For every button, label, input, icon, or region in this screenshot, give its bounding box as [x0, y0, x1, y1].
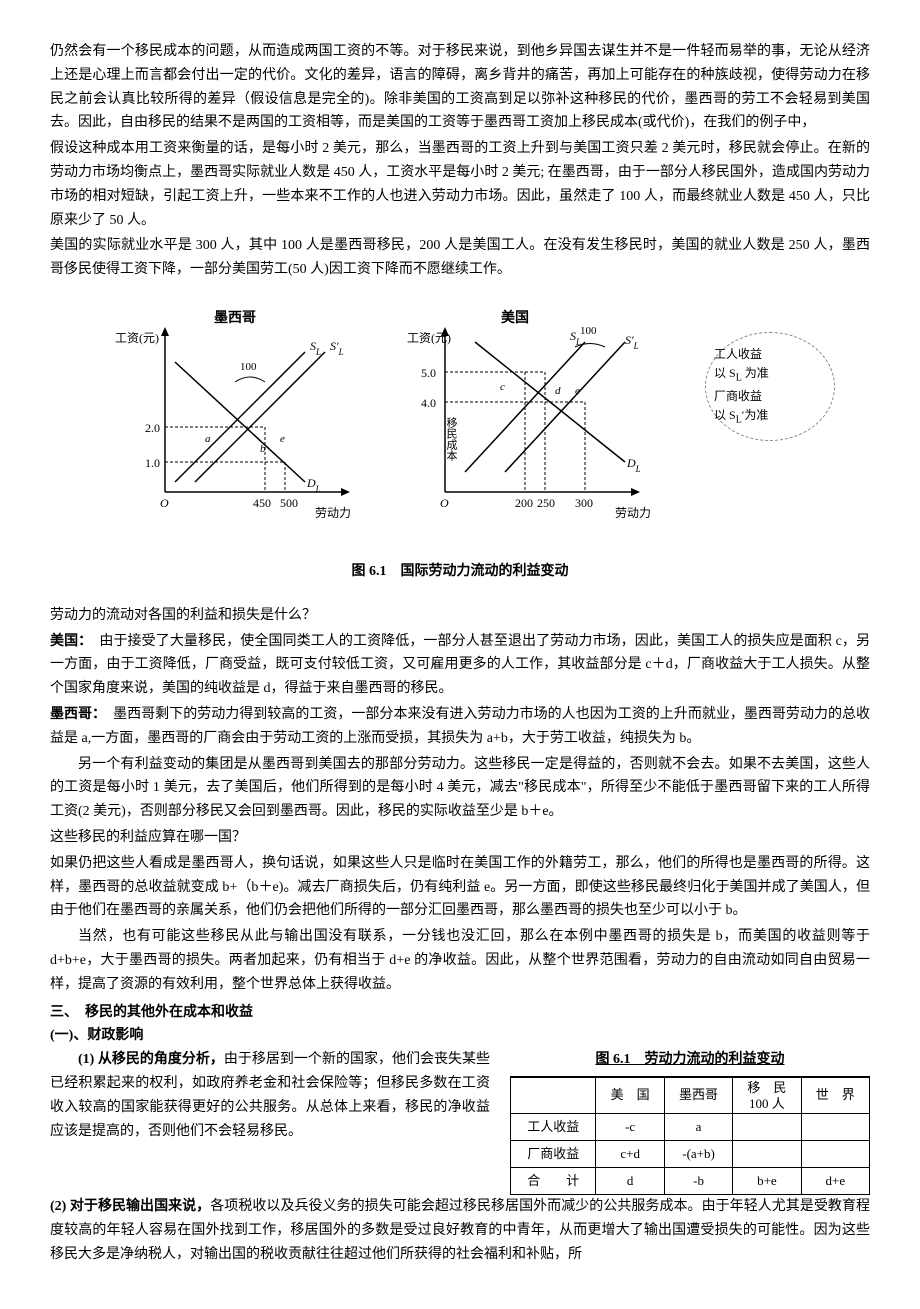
paragraph-3: 美国的实际就业水平是 300 人，其中 100 人是墨西哥移民，200 人是美国…: [50, 234, 870, 282]
svg-text:SL: SL: [310, 339, 321, 357]
svg-text:500: 500: [280, 496, 298, 510]
svg-text:e: e: [575, 385, 580, 397]
svg-text:b: b: [260, 443, 266, 455]
svg-text:工资(元): 工资(元): [407, 331, 451, 345]
table-header: 墨西哥: [664, 1077, 732, 1114]
svg-text:O: O: [160, 496, 169, 510]
svg-text:1.0: 1.0: [145, 456, 160, 470]
svg-text:工资(元): 工资(元): [115, 331, 159, 345]
svg-text:c: c: [500, 381, 505, 393]
svg-text:a: a: [205, 433, 211, 445]
section-3-title: 三、 移民的其他外在成本和收益: [50, 1001, 870, 1025]
benefit-table: 美 国 墨西哥 移 民100 人 世 界 工人收益 -c a 厂商收益 c+d …: [510, 1076, 870, 1195]
labor-flow-chart: 墨西哥 工资(元) 2.0 1.0 SL: [85, 302, 685, 552]
table-header: [511, 1077, 596, 1114]
table-header: 移 民100 人: [733, 1077, 801, 1114]
question-2: 这些移民的利益应算在哪一国？: [50, 826, 870, 850]
table-title: 图 6.1 劳动力流动的利益变动: [510, 1048, 870, 1072]
table-header: 世 界: [801, 1077, 869, 1114]
svg-text:5.0: 5.0: [421, 366, 436, 380]
benefit-table-container: 图 6.1 劳动力流动的利益变动 美 国 墨西哥 移 民100 人 世 界 工人…: [510, 1048, 870, 1195]
svg-text:250: 250: [537, 496, 555, 510]
svg-text:S'L: S'L: [625, 333, 639, 351]
mexico-title: 墨西哥: [214, 310, 256, 326]
svg-text:移民成本: 移民成本: [445, 417, 458, 462]
svg-text:100: 100: [580, 325, 597, 337]
table-row: 厂商收益 c+d -(a+b): [511, 1141, 870, 1168]
svg-text:O: O: [440, 496, 449, 510]
svg-text:100: 100: [240, 361, 257, 373]
table-header: 美 国: [596, 1077, 664, 1114]
usa-title: 美国: [501, 309, 529, 326]
svg-text:2.0: 2.0: [145, 421, 160, 435]
table-row: 合 计 d -b b+e d+e: [511, 1168, 870, 1195]
paragraph-2: 假设这种成本用工资来衡量的话，是每小时 2 美元，那么，当墨西哥的工资上升到与美…: [50, 137, 870, 232]
section-3-sub1: (一)、财政影响: [50, 1024, 870, 1048]
table-row: 工人收益 -c a: [511, 1114, 870, 1141]
svg-text:e: e: [280, 433, 285, 445]
svg-text:劳动力: 劳动力: [315, 506, 351, 520]
table-header-row: 美 国 墨西哥 移 民100 人 世 界: [511, 1077, 870, 1114]
item-1: (1) 从移民的角度分析，由于移居到一个新的国家，他们会丧失某些已经积累起来的权…: [50, 1048, 490, 1143]
paragraph-5: 如果仍把这些人看成是墨西哥人，换句话说，如果这些人只是临时在美国工作的外籍劳工，…: [50, 852, 870, 923]
svg-text:200: 200: [515, 496, 533, 510]
svg-text:d: d: [555, 385, 561, 397]
svg-text:4.0: 4.0: [421, 396, 436, 410]
svg-text:劳动力: 劳动力: [615, 506, 651, 520]
mexico-analysis: 墨西哥： 墨西哥剩下的劳动力得到较高的工资，一部分本来没有进入劳动力市场的人也因…: [50, 703, 870, 751]
paragraph-4: 另一个有利益变动的集团是从墨西哥到美国去的那部分劳动力。这些移民一定是得益的，否…: [50, 753, 870, 824]
svg-text:450: 450: [253, 496, 271, 510]
diagram-annotation: 工人收益 以 SL 为准 厂商收益 以 SL′为准: [705, 332, 835, 441]
svg-text:DL: DL: [626, 456, 641, 474]
paragraph-1: 仍然会有一个移民成本的问题，从而造成两国工资的不等。对于移民来说，到他乡异国去谋…: [50, 40, 870, 135]
svg-text:S'L: S'L: [330, 339, 344, 357]
paragraph-6: 当然，也有可能这些移民从此与输出国没有联系，一分钱也没汇回，那么在本例中墨西哥的…: [50, 925, 870, 996]
diagram-figure: 墨西哥 工资(元) 2.0 1.0 SL: [50, 302, 870, 584]
question-1: 劳动力的流动对各国的利益和损失是什么？: [50, 604, 870, 628]
svg-text:300: 300: [575, 496, 593, 510]
item-2: (2) 对于移民输出国来说，各项税收以及兵役义务的损失可能会超过移民移居国外而减…: [50, 1195, 870, 1266]
usa-analysis: 美国： 由于接受了大量移民，使全国同类工人的工资降低，一部分人甚至退出了劳动力市…: [50, 630, 870, 701]
diagram-caption: 图 6.1 国际劳动力流动的利益变动: [50, 560, 870, 584]
